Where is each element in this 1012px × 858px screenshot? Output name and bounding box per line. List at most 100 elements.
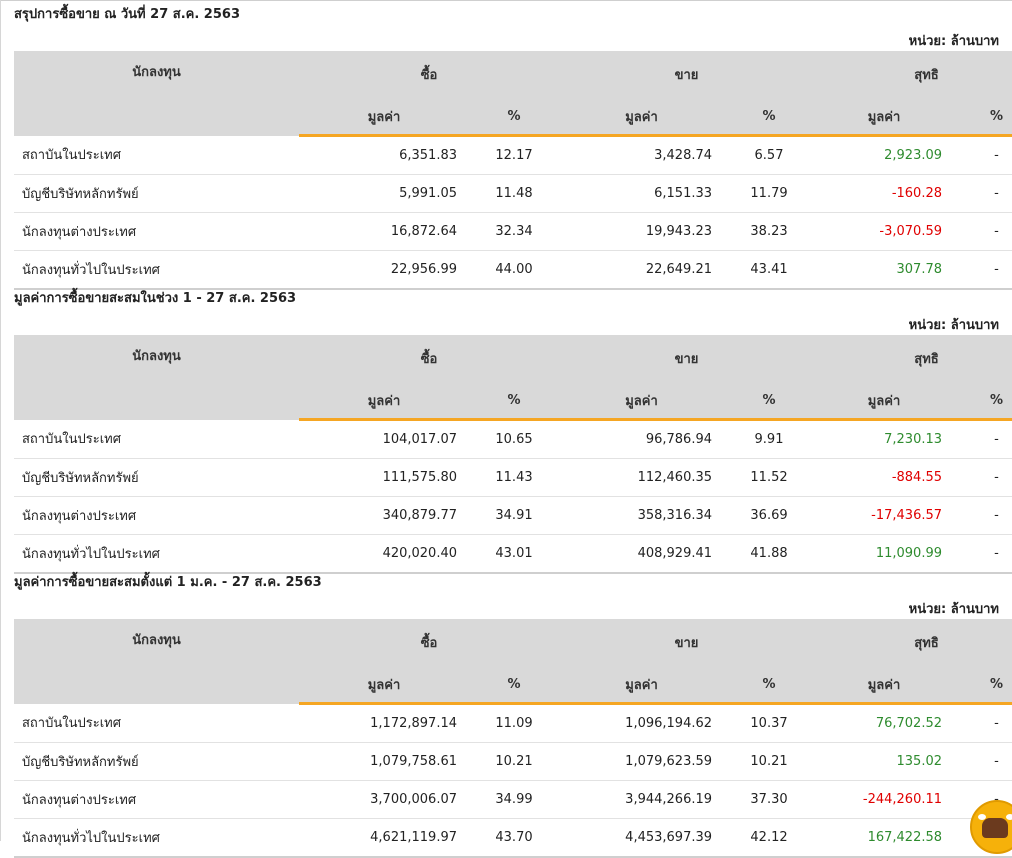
buy-value: 420,020.40	[299, 534, 469, 574]
buy-pct-header: %	[469, 666, 560, 705]
buy-pct-header: %	[469, 98, 560, 137]
section-title: มูลค่าการซื้อขายสะสมในช่วง 1 - 27 ส.ค. 2…	[14, 291, 297, 306]
investor-table: นักลงทุน ซื้อ ขาย สุทธิ มูลค่า % มูลค่า …	[14, 619, 1012, 858]
table-row: บัญชีบริษัทหลักทรัพย์ 111,575.80 11.43 1…	[14, 458, 1012, 497]
buy-pct: 11.48	[469, 174, 560, 213]
section-1: สรุปการซื้อขาย ณ วันที่ 27 ส.ค. 2563 หน่ว…	[14, 6, 1012, 290]
table-row: สถาบันในประเทศ 1,172,897.14 11.09 1,096,…	[14, 703, 1012, 743]
bull-face	[982, 818, 1008, 838]
investor-table: นักลงทุน ซื้อ ขาย สุทธิ มูลค่า % มูลค่า …	[14, 335, 1012, 574]
net-value-header: มูลค่า	[814, 98, 955, 137]
investor-name: นักลงทุนทั่วไปในประเทศ	[14, 818, 299, 858]
sell-pct-header: %	[724, 382, 815, 421]
sell-value: 358,316.34	[559, 496, 725, 535]
buy-value-header: มูลค่า	[299, 666, 469, 705]
buy-pct: 34.91	[469, 496, 560, 535]
investor-header: นักลงทุน	[14, 51, 299, 98]
buy-value: 1,079,758.61	[299, 742, 469, 781]
net-pct-header: %	[954, 98, 1012, 137]
table-row: นักลงทุนทั่วไปในประเทศ 4,621,119.97 43.7…	[14, 818, 1012, 858]
buy-pct: 11.09	[469, 703, 560, 743]
sell-pct: 6.57	[724, 135, 815, 175]
investor-name: นักลงทุนต่างประเทศ	[14, 212, 299, 251]
net-pct: -	[954, 496, 1012, 535]
sell-value-header: มูลค่า	[559, 98, 725, 137]
sell-value: 19,943.23	[559, 212, 725, 251]
sell-header: ขาย	[559, 51, 815, 98]
net-pct: -	[954, 250, 1012, 290]
investor-header-gap	[14, 98, 299, 136]
net-value: 167,422.58	[814, 818, 955, 858]
sell-pct: 41.88	[724, 534, 815, 574]
table-row: บัญชีบริษัทหลักทรัพย์ 5,991.05 11.48 6,1…	[14, 174, 1012, 213]
investor-name: สถาบันในประเทศ	[14, 703, 299, 743]
buy-value: 6,351.83	[299, 135, 469, 175]
buy-pct: 10.21	[469, 742, 560, 781]
unit-label: หน่วย: ล้านบาท	[908, 318, 999, 333]
sell-value: 3,944,266.19	[559, 780, 725, 819]
sell-pct: 9.91	[724, 419, 815, 459]
investor-name: บัญชีบริษัทหลักทรัพย์	[14, 174, 299, 213]
net-pct: -	[954, 534, 1012, 574]
buy-value: 3,700,006.07	[299, 780, 469, 819]
buy-header: ซื้อ	[299, 619, 560, 666]
section-title: มูลค่าการซื้อขายสะสมตั้งแต่ 1 ม.ค. - 27 …	[14, 575, 322, 590]
net-pct: -	[954, 174, 1012, 213]
sell-value: 408,929.41	[559, 534, 725, 574]
sell-header: ขาย	[559, 619, 815, 666]
net-value: -244,260.11	[814, 780, 955, 819]
net-pct: -	[954, 703, 1012, 743]
buy-pct: 43.70	[469, 818, 560, 858]
sell-pct-header: %	[724, 666, 815, 705]
net-value: -884.55	[814, 458, 955, 497]
sell-value: 22,649.21	[559, 250, 725, 290]
section-title: สรุปการซื้อขาย ณ วันที่ 27 ส.ค. 2563	[14, 7, 240, 22]
buy-value: 111,575.80	[299, 458, 469, 497]
buy-pct: 44.00	[469, 250, 560, 290]
sell-pct: 36.69	[724, 496, 815, 535]
sell-value: 4,453,697.39	[559, 818, 725, 858]
net-value: -160.28	[814, 174, 955, 213]
buy-value: 16,872.64	[299, 212, 469, 251]
sell-value: 1,079,623.59	[559, 742, 725, 781]
section-2: มูลค่าการซื้อขายสะสมในช่วง 1 - 27 ส.ค. 2…	[14, 290, 1012, 574]
buy-value: 1,172,897.14	[299, 703, 469, 743]
left-border	[0, 0, 1, 841]
sell-pct-header: %	[724, 98, 815, 137]
sell-pct: 10.21	[724, 742, 815, 781]
net-pct: -	[954, 135, 1012, 175]
buy-value: 4,621,119.97	[299, 818, 469, 858]
net-header: สุทธิ	[814, 51, 1012, 98]
buy-pct: 12.17	[469, 135, 560, 175]
net-value: 76,702.52	[814, 703, 955, 743]
net-value: -17,436.57	[814, 496, 955, 535]
net-pct: -	[954, 458, 1012, 497]
buy-pct: 34.99	[469, 780, 560, 819]
sell-pct: 38.23	[724, 212, 815, 251]
buy-header: ซื้อ	[299, 51, 560, 98]
buy-pct: 32.34	[469, 212, 560, 251]
buy-pct: 10.65	[469, 419, 560, 459]
net-value: 11,090.99	[814, 534, 955, 574]
net-pct: -	[954, 212, 1012, 251]
buy-value: 104,017.07	[299, 419, 469, 459]
sell-value-header: มูลค่า	[559, 382, 725, 421]
net-value: 2,923.09	[814, 135, 955, 175]
investor-name: นักลงทุนต่างประเทศ	[14, 780, 299, 819]
net-value: 307.78	[814, 250, 955, 290]
sell-pct: 42.12	[724, 818, 815, 858]
sell-pct: 43.41	[724, 250, 815, 290]
table-row: นักลงทุนต่างประเทศ 16,872.64 32.34 19,94…	[14, 212, 1012, 251]
net-value-header: มูลค่า	[814, 666, 955, 705]
investor-table: นักลงทุน ซื้อ ขาย สุทธิ มูลค่า % มูลค่า …	[14, 51, 1012, 290]
sell-pct: 11.52	[724, 458, 815, 497]
bull-horn-left	[978, 814, 986, 820]
sell-value: 6,151.33	[559, 174, 725, 213]
buy-pct-header: %	[469, 382, 560, 421]
buy-pct: 11.43	[469, 458, 560, 497]
investor-header: นักลงทุน	[14, 335, 299, 382]
investor-header-gap	[14, 666, 299, 704]
investor-name: นักลงทุนทั่วไปในประเทศ	[14, 250, 299, 290]
section-3: มูลค่าการซื้อขายสะสมตั้งแต่ 1 ม.ค. - 27 …	[14, 574, 1012, 858]
bull-horn-right	[1006, 814, 1012, 820]
